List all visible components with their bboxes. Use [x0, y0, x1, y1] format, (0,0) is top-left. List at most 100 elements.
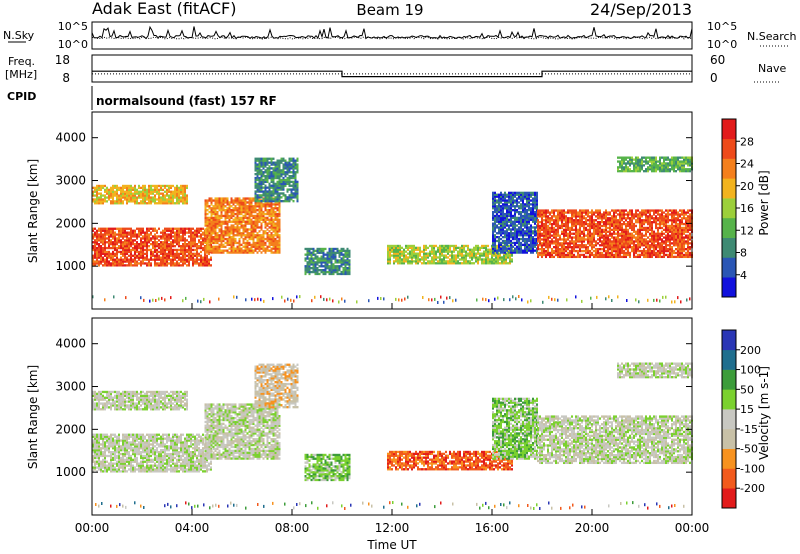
heatmap-cell — [258, 218, 261, 221]
heatmap-cell — [250, 228, 253, 231]
heatmap-cell — [555, 242, 557, 245]
heatmap-cell — [559, 209, 561, 212]
heatmap-cell — [136, 248, 138, 252]
heatmap-cell — [248, 214, 251, 218]
heatmap-cell — [603, 246, 605, 249]
heatmap-cell — [526, 218, 528, 221]
heatmap-cell — [216, 216, 219, 220]
heatmap-cell — [220, 234, 223, 237]
heatmap-cell — [605, 240, 607, 243]
heatmap-cell — [188, 231, 190, 234]
heatmap-cell — [465, 254, 467, 257]
heatmap-cell — [254, 201, 257, 204]
heatmap-cell — [510, 193, 512, 196]
heatmap-cell — [483, 260, 485, 263]
heatmap-cell — [122, 243, 124, 246]
heatmap-cell — [479, 246, 481, 250]
cpid-label: CPID — [7, 90, 36, 103]
heatmap-cell — [421, 258, 423, 261]
heatmap-cell — [500, 209, 502, 212]
heatmap-cell — [136, 200, 138, 203]
heatmap-cell — [214, 228, 217, 231]
heatmap-cell — [270, 176, 273, 180]
heatmap-cell — [512, 197, 514, 200]
heatmap-cell — [266, 157, 269, 160]
heatmap-cell — [539, 215, 541, 218]
heatmap-cell — [170, 248, 172, 252]
heatmap-cell — [218, 239, 221, 243]
heatmap-cell — [520, 251, 522, 254]
heatmap-cell — [494, 209, 496, 212]
heatmap-cell — [142, 258, 144, 261]
heatmap-cell — [338, 267, 341, 270]
heatmap-cell — [252, 220, 255, 223]
heatmap-cell — [617, 222, 619, 226]
heatmap-cell — [148, 200, 150, 203]
heatmap-cell — [553, 242, 555, 245]
heatmap-cell — [230, 226, 233, 229]
heatmap-cell — [144, 192, 146, 195]
heatmap-cell — [487, 254, 489, 257]
heatmap-cell — [228, 243, 231, 247]
heatmap-cell — [154, 184, 156, 188]
heatmap-cell — [543, 238, 545, 241]
heatmap-cell — [348, 261, 351, 264]
heatmap-cell — [158, 198, 160, 201]
heatmap-cell — [611, 242, 613, 245]
heatmap-cell — [510, 203, 512, 206]
heatmap-cell — [534, 203, 536, 206]
heatmap-cell — [563, 238, 565, 241]
heatmap-cell — [577, 246, 579, 249]
heatmap-cell — [429, 262, 431, 265]
heatmap-cell — [530, 199, 532, 202]
heatmap-cell — [518, 241, 520, 245]
heatmap-cell — [208, 245, 211, 248]
heatmap-cell — [120, 258, 122, 261]
heatmap-cell — [180, 198, 182, 201]
heatmap-cell — [539, 211, 541, 214]
heatmap-cell — [164, 200, 166, 203]
heatmap-cell — [100, 198, 102, 201]
heatmap-cell — [180, 200, 182, 203]
heatmap-cell — [134, 235, 136, 238]
heatmap-cell — [100, 250, 102, 254]
heatmap-cell — [126, 200, 128, 203]
heatmap-cell — [208, 230, 211, 233]
heatmap-cell — [397, 262, 399, 265]
heatmap-cell — [405, 250, 407, 253]
heatmap-cell — [520, 191, 522, 195]
heatmap-cell — [278, 236, 281, 239]
heatmap-cell — [276, 180, 279, 184]
heatmap-cell — [128, 262, 130, 265]
heatmap-cell — [226, 232, 229, 235]
heatmap-cell — [174, 248, 176, 252]
heatmap-cell — [411, 258, 413, 261]
heatmap-cell — [577, 219, 579, 222]
heatmap-cell — [587, 228, 589, 232]
heatmap-cell — [429, 250, 431, 253]
heatmap-cell — [619, 240, 621, 243]
heatmap-cell — [250, 226, 253, 229]
heatmap-cell — [212, 247, 215, 250]
heatmap-cell — [196, 246, 198, 250]
heatmap-cell — [498, 249, 500, 252]
heatmap-cell — [132, 258, 134, 261]
heatmap-cell — [196, 250, 198, 254]
heatmap-cell — [534, 216, 536, 220]
heatmap-cell — [126, 233, 128, 236]
heatmap-cell — [579, 228, 581, 232]
heatmap-cell — [282, 173, 285, 176]
heatmap-cell — [589, 234, 591, 237]
heatmap-cell — [415, 256, 417, 259]
heatmap-cell — [308, 257, 311, 260]
heatmap-cell — [138, 262, 140, 265]
heatmap-cell — [264, 247, 267, 250]
heatmap-cell — [583, 211, 585, 214]
heatmap-cell — [278, 178, 281, 182]
heatmap-cell — [530, 247, 532, 250]
heatmap-cell — [122, 241, 124, 244]
heatmap-cell — [126, 260, 128, 263]
heatmap-cell — [182, 192, 184, 195]
heatmap-cell — [405, 258, 407, 261]
heatmap-cell — [224, 199, 227, 202]
